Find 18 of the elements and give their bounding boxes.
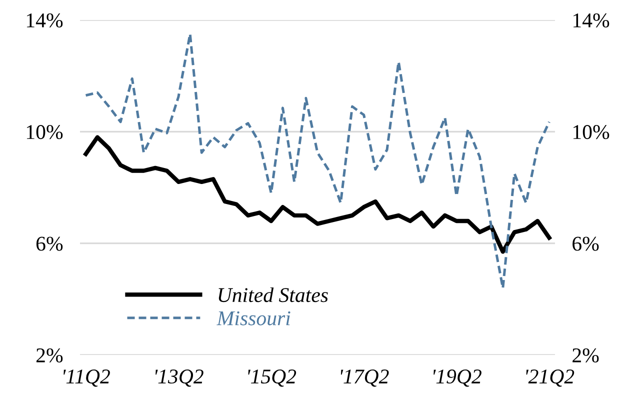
legend-label: United States [218, 287, 328, 302]
y2-tick-label: 10% [574, 125, 610, 140]
y-tick-label: 10% [26, 125, 63, 140]
x-tick-label: '19Q2 [434, 370, 482, 387]
line-series [84, 135, 552, 254]
y2-tick-label: 2% [572, 348, 599, 362]
x-tick-label: '15Q2 [248, 370, 296, 387]
x-tick-label: '21Q2 [526, 370, 574, 387]
y-tick-label: 2% [36, 348, 63, 362]
x-tick-label: '17Q2 [340, 370, 389, 387]
y2-tick-label: 6% [572, 236, 599, 251]
x-tick-label: '11Q2 [64, 370, 110, 387]
y2-tick-label: 14% [574, 13, 610, 28]
line-series [84, 32, 550, 290]
x-tick-label: '13Q2 [156, 370, 204, 387]
y-tick-label: 6% [36, 236, 63, 251]
y-tick-label: 14% [26, 13, 63, 28]
legend-label: Missouri [216, 311, 290, 326]
